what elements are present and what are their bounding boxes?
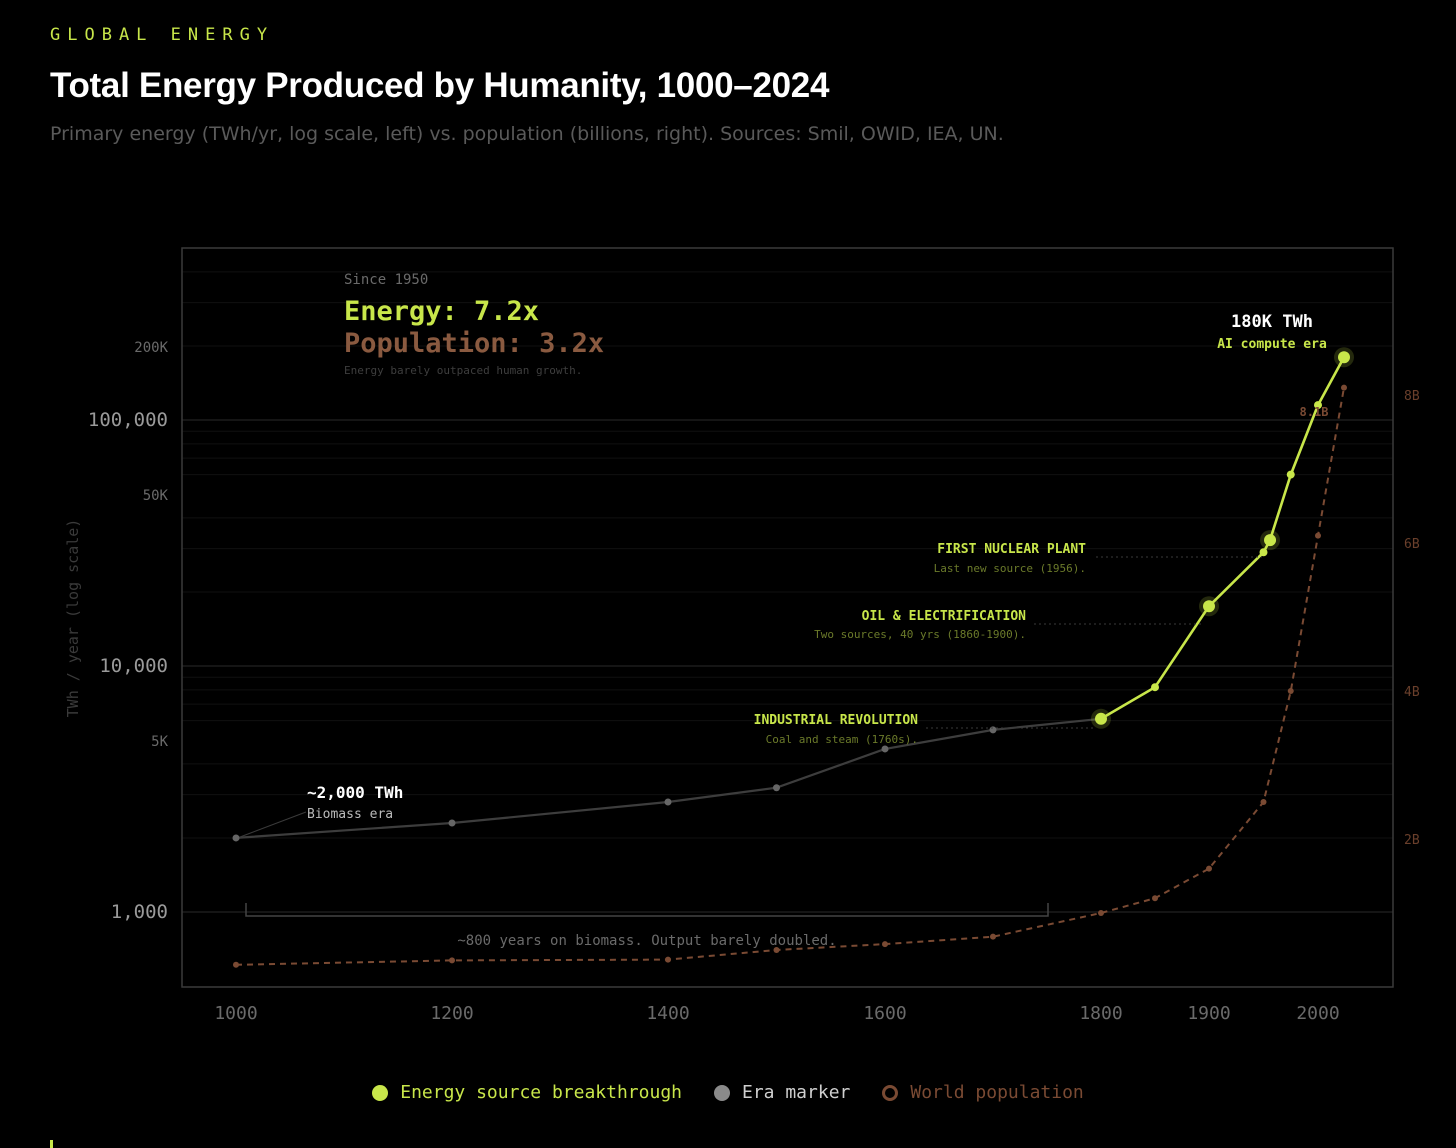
population-point: [773, 947, 780, 953]
era-point: [989, 726, 997, 734]
x-tick-label: 1200: [430, 1003, 473, 1024]
chart-legend: Energy source breakthrough Era marker Wo…: [0, 1082, 1456, 1103]
legend-item-energy: Energy source breakthrough: [372, 1082, 682, 1103]
y2-tick-label: 4B: [1404, 685, 1420, 700]
era-point: [232, 834, 240, 842]
energy-multiplier: Energy: 7.2x: [344, 296, 539, 327]
plot-frame: [181, 247, 1394, 988]
energy-point: [1095, 712, 1107, 725]
energy-chart: ~800 years on biomass. Output barely dou…: [64, 247, 1420, 1024]
population-ring-icon: [882, 1084, 899, 1101]
era-point: [448, 819, 456, 827]
page-title: Total Energy Produced by Humanity, 1000–…: [50, 66, 830, 105]
energy-point: [1338, 351, 1350, 364]
biomass-title: ~2,000 TWh: [307, 783, 403, 802]
energy-dot-icon: [372, 1084, 389, 1101]
page-subtitle: Primary energy (TWh/yr, log scale, left)…: [50, 123, 1004, 145]
y-tick-label: 5K: [151, 734, 168, 750]
x-tick-label: 1400: [646, 1003, 689, 1024]
legend-item-era: Era marker: [714, 1082, 850, 1103]
section-kicker: GLOBAL ENERGY: [50, 25, 275, 45]
biomass-bracket-label: ~800 years on biomass. Output barely dou…: [457, 933, 836, 949]
population-point: [1341, 384, 1347, 391]
era-point: [881, 745, 889, 753]
energy-point: [1314, 401, 1322, 410]
population-point: [233, 961, 239, 968]
y-axis-label: TWh / year (log scale): [64, 519, 82, 718]
y-tick-label: 200K: [134, 340, 168, 356]
y2-tick-label: 2B: [1404, 833, 1420, 848]
y-tick-label: 1,000: [111, 901, 168, 923]
population-point: [449, 957, 455, 964]
since-label: Since 1950: [344, 272, 428, 288]
x-tick-label: 1600: [863, 1003, 906, 1024]
y2-tick-label: 8B: [1404, 389, 1420, 404]
industrial-title: INDUSTRIAL REVOLUTION: [754, 713, 919, 728]
legend-item-population: World population: [882, 1082, 1084, 1103]
industrial-sub: Coal and steam (1760s).: [766, 733, 918, 746]
population-point: [990, 933, 996, 940]
energy-line: [1100, 356, 1346, 720]
era-point: [664, 798, 672, 806]
y-tick-label: 100,000: [88, 409, 168, 431]
population-point: [1287, 688, 1294, 694]
nuclear-title: FIRST NUCLEAR PLANT: [937, 542, 1086, 557]
population-point: [1152, 895, 1158, 902]
energy-point: [1203, 600, 1215, 613]
population-multiplier: Population: 3.2x: [344, 328, 604, 359]
biomass-leader: [239, 811, 307, 838]
nuclear-sub: Last new source (1956).: [934, 562, 1086, 575]
oil-sub: Two sources, 40 yrs (1860-1900).: [814, 628, 1026, 641]
x-tick-label: 1900: [1187, 1003, 1230, 1024]
x-tick-label: 1800: [1079, 1003, 1122, 1024]
population-end-label: 8.1B: [1300, 405, 1329, 419]
peak-sub: AI compute era: [1217, 337, 1327, 352]
biomass-sub: Biomass era: [307, 807, 393, 822]
era-point: [773, 784, 780, 792]
peak-title: 180K TWh: [1231, 312, 1313, 332]
population-point: [1260, 799, 1267, 805]
energy-point: [1286, 470, 1295, 479]
era-dot-icon: [714, 1084, 730, 1101]
biomass-bracket: [245, 903, 1049, 917]
population-point: [1206, 865, 1212, 872]
y-tick-label: 50K: [143, 488, 169, 504]
legend-label-era: Era marker: [742, 1082, 851, 1103]
energy-point: [1264, 534, 1277, 547]
energy-point: [1151, 683, 1159, 692]
y-tick-label: 10,000: [99, 655, 168, 677]
energy-point: [1259, 548, 1268, 557]
x-tick-label: 1000: [214, 1003, 257, 1024]
y2-tick-label: 6B: [1404, 537, 1420, 552]
oil-title: OIL & ELECTRIFICATION: [862, 609, 1027, 624]
footer-accent-mark: [50, 1140, 53, 1148]
legend-label-population: World population: [910, 1082, 1084, 1103]
x-tick-label: 2000: [1296, 1003, 1339, 1024]
stats-note: Energy barely outpaced human growth.: [344, 364, 582, 377]
population-point: [1098, 910, 1104, 916]
population-point: [665, 956, 671, 963]
population-point: [1315, 532, 1321, 539]
legend-label-energy: Energy source breakthrough: [400, 1082, 682, 1103]
population-point: [882, 941, 888, 948]
